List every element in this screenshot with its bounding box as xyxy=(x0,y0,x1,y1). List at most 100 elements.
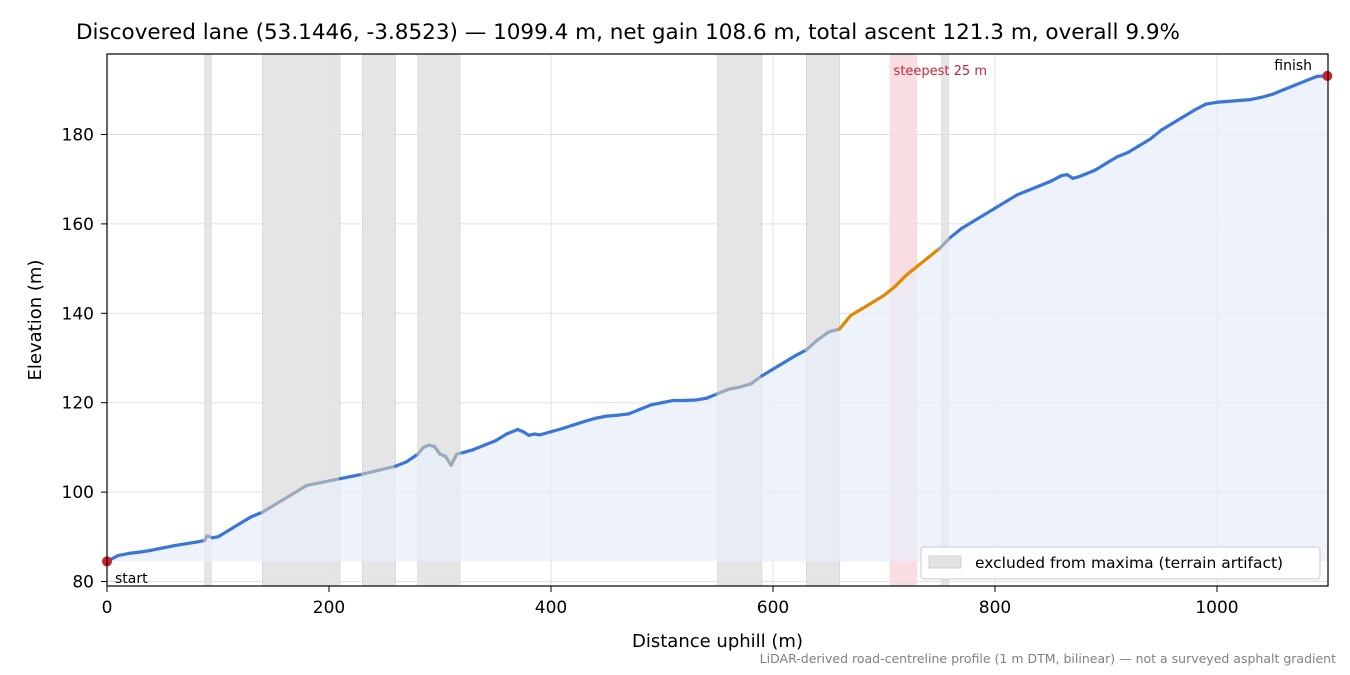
line-segment xyxy=(604,413,620,418)
line-segment xyxy=(338,474,353,481)
line-segment xyxy=(715,387,731,396)
line-segment xyxy=(149,546,165,552)
x-tick-label: 0 xyxy=(102,598,113,618)
line-segment xyxy=(1082,168,1097,177)
line-segment xyxy=(1281,83,1297,92)
line-segment xyxy=(349,472,364,479)
line-segment xyxy=(460,448,475,455)
y-tick-label: 100 xyxy=(62,483,94,503)
line-segment xyxy=(704,392,720,400)
line-segment xyxy=(726,385,742,391)
line-segment xyxy=(1293,79,1308,87)
line-segment xyxy=(593,414,609,420)
line-segment xyxy=(915,255,931,268)
finish-label: finish xyxy=(1274,58,1312,74)
line-segment xyxy=(948,226,964,239)
legend-entry: excluded from maxima (terrain artifact) xyxy=(975,554,1283,572)
annotations: start finish steepest 25 m xyxy=(115,58,1312,587)
line-segment xyxy=(1193,102,1208,112)
line-segment xyxy=(127,550,142,555)
line-segment xyxy=(871,293,886,304)
y-axis-label: Elevation (m) xyxy=(25,260,46,381)
line-segment xyxy=(1093,161,1108,172)
line-segment xyxy=(183,540,198,546)
line-segment xyxy=(449,452,459,467)
line-segment xyxy=(804,338,820,352)
line-segment xyxy=(926,246,942,260)
legend: excluded from maxima (terrain artifact) xyxy=(920,546,1321,580)
line-segment xyxy=(360,469,375,476)
steepest-label: steepest 25 m xyxy=(894,64,987,79)
line-segment xyxy=(1004,193,1019,204)
line-segment xyxy=(1115,150,1130,159)
x-tick-label: 1000 xyxy=(1195,598,1238,618)
line-segment xyxy=(882,284,897,298)
line-segment xyxy=(760,367,775,378)
line-segment xyxy=(749,374,764,386)
line-segment xyxy=(937,235,953,251)
line-segment xyxy=(249,510,264,519)
line-segment xyxy=(1148,128,1164,141)
line-segment xyxy=(571,419,586,427)
line-segment xyxy=(1104,155,1119,166)
line-segment xyxy=(493,432,509,443)
line-segment xyxy=(394,460,409,468)
area-fill xyxy=(107,75,1328,562)
line-segment xyxy=(1248,95,1264,102)
line-segment xyxy=(371,467,387,474)
line-segment xyxy=(1304,74,1319,83)
line-segment xyxy=(1259,92,1275,99)
legend-box xyxy=(920,546,1321,580)
y-tick-label: 80 xyxy=(72,573,94,593)
line-segment xyxy=(238,515,253,526)
line-segment xyxy=(560,423,575,431)
finish-marker xyxy=(1322,70,1333,81)
line-segment xyxy=(138,548,153,554)
line-segment xyxy=(615,412,631,417)
x-tick-label: 200 xyxy=(313,598,345,618)
line-segment xyxy=(660,398,675,405)
line-segment xyxy=(172,542,187,548)
line-segment xyxy=(271,497,287,508)
line-segment xyxy=(305,481,320,488)
x-tick-label: 400 xyxy=(535,598,567,618)
line-segment xyxy=(1048,174,1064,184)
legend-swatch xyxy=(928,555,962,569)
line-segment xyxy=(471,443,486,452)
line-segment xyxy=(1137,137,1153,148)
y-tick-label: 120 xyxy=(62,394,94,414)
line-segment xyxy=(693,396,709,402)
axes: 0 200 400 600 800 1000 80 100 120 140 160 180 Distan… xyxy=(25,53,1329,652)
line-segment xyxy=(738,382,753,389)
line-segment xyxy=(1026,184,1042,192)
excluded-band xyxy=(204,54,212,586)
line-segment xyxy=(971,213,986,224)
line-segment xyxy=(849,307,864,318)
line-segment xyxy=(316,479,331,485)
line-segment xyxy=(1182,108,1197,119)
line-segment xyxy=(1126,144,1141,154)
line-segment xyxy=(638,403,653,412)
line-segment xyxy=(1159,121,1175,132)
line-segment xyxy=(505,427,520,436)
y-tick-label: 140 xyxy=(62,304,94,324)
line-segment xyxy=(815,330,831,342)
line-segment xyxy=(1015,188,1030,197)
line-segment xyxy=(1237,97,1252,103)
line-segment xyxy=(1226,98,1241,103)
x-axis-label: Distance uphill (m) xyxy=(632,631,803,652)
line-segment xyxy=(260,503,276,514)
line-segment xyxy=(771,360,786,371)
line-segment xyxy=(482,439,498,447)
line-segment xyxy=(283,490,298,501)
line-segment xyxy=(1037,179,1053,188)
elevation-area xyxy=(107,75,1328,562)
line-segment xyxy=(582,416,598,424)
line-segment xyxy=(538,430,553,437)
line-segment xyxy=(1215,99,1230,104)
x-tick-label: 600 xyxy=(757,598,789,618)
line-segment xyxy=(793,348,808,358)
line-segment xyxy=(1270,88,1286,96)
line-segment xyxy=(860,300,875,311)
